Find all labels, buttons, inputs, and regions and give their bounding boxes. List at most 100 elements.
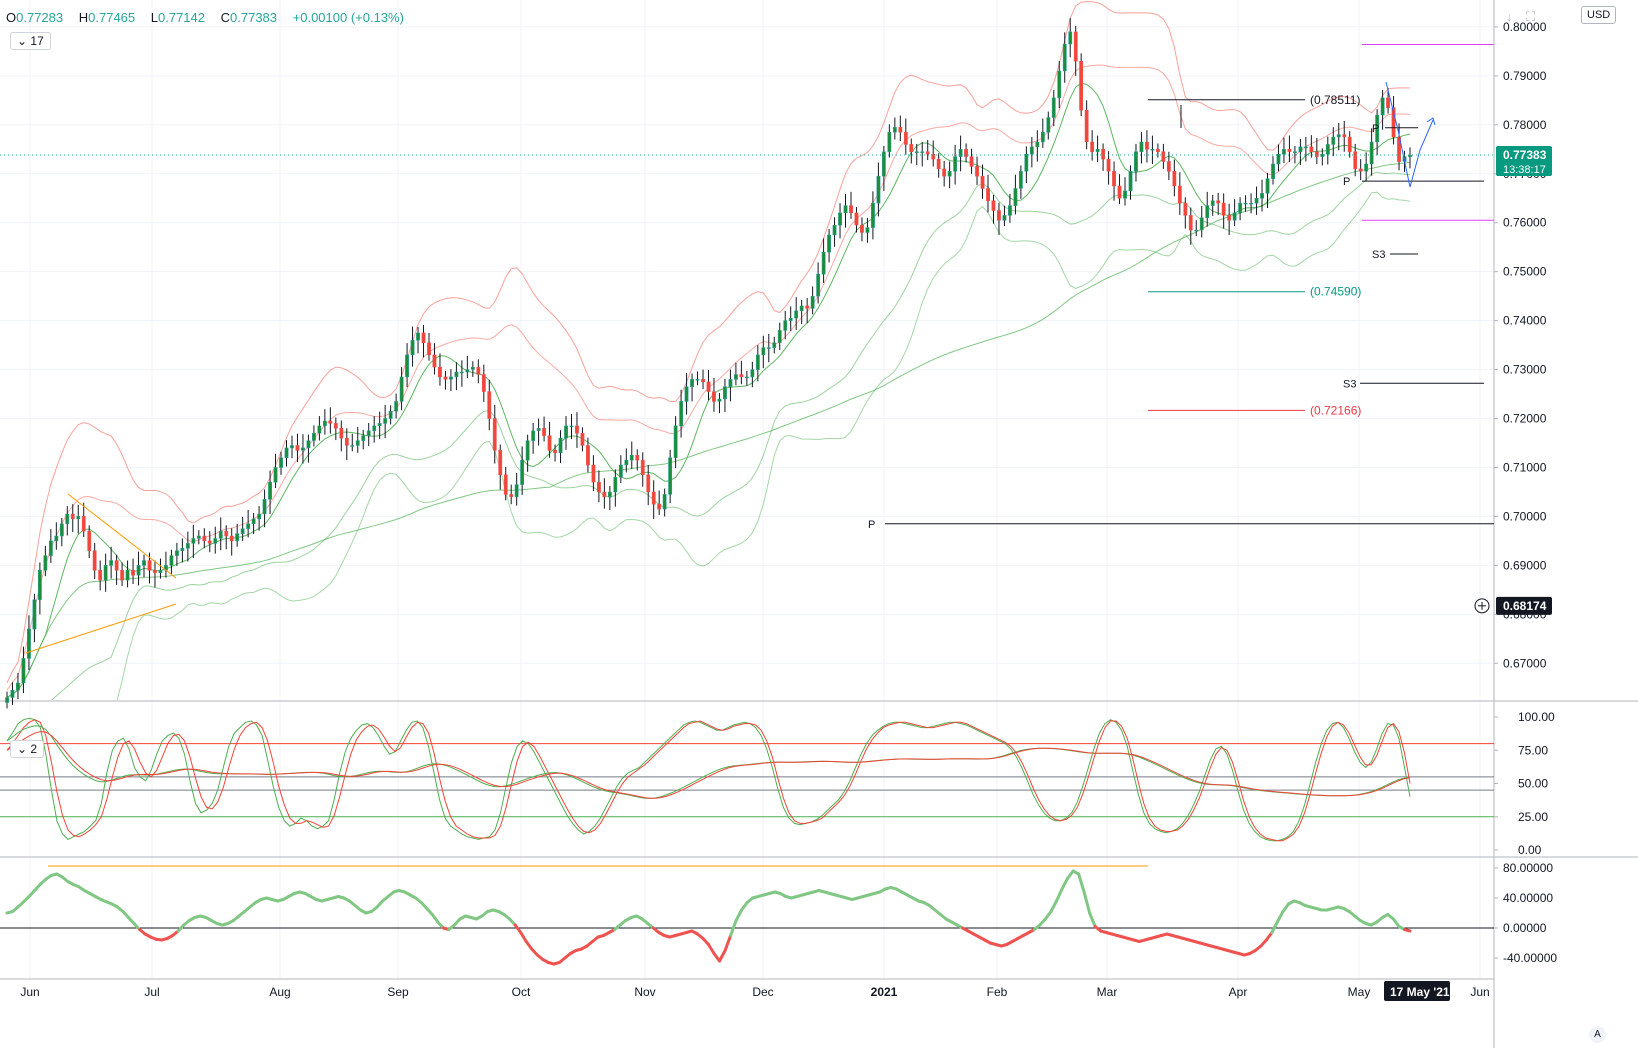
x-tick-label: Dec bbox=[752, 985, 773, 999]
candle-body bbox=[153, 570, 157, 573]
candle-body bbox=[1249, 202, 1253, 205]
candle-body bbox=[876, 175, 881, 204]
high-label: H bbox=[78, 10, 89, 25]
candle-body bbox=[903, 131, 908, 145]
candle-body bbox=[1227, 215, 1232, 221]
moving-average-slow bbox=[6, 161, 1411, 699]
candle-body bbox=[1408, 154, 1412, 157]
candle-body bbox=[569, 425, 574, 428]
momentum-segment bbox=[1082, 890, 1092, 915]
candle-body bbox=[997, 210, 1001, 221]
candle-body bbox=[262, 499, 267, 515]
candle-body bbox=[558, 437, 563, 454]
auto-scale-button[interactable]: A bbox=[1589, 1026, 1606, 1043]
x-tick-label: Sep bbox=[387, 985, 409, 999]
oscillator-toggle[interactable]: ⌄ 2 bbox=[10, 740, 45, 758]
candle-body bbox=[427, 342, 431, 356]
candle-body bbox=[821, 251, 826, 275]
candle-body bbox=[1068, 31, 1073, 45]
y-tick-label: 0.73000 bbox=[1503, 363, 1547, 377]
low-value: 0.77142 bbox=[158, 10, 205, 25]
candle-body bbox=[229, 535, 234, 542]
candle-body bbox=[98, 570, 103, 581]
candle-body bbox=[794, 310, 799, 319]
indicators-toggle[interactable]: ⌄ 17 bbox=[10, 32, 51, 50]
momentum-tick-label: -40.00000 bbox=[1503, 951, 1557, 965]
candle-body bbox=[5, 697, 9, 703]
candle-body bbox=[914, 151, 919, 153]
candle-body bbox=[514, 484, 519, 498]
candle-body bbox=[783, 320, 788, 331]
candle-body bbox=[1380, 97, 1385, 116]
momentum-tick-label: 80.00000 bbox=[1503, 861, 1553, 875]
candle-body bbox=[21, 658, 26, 684]
momentum-segment bbox=[1270, 920, 1279, 934]
candle-body bbox=[1364, 163, 1369, 172]
candle-body bbox=[344, 437, 349, 446]
candle-body bbox=[942, 168, 947, 177]
candle-body bbox=[1232, 212, 1237, 221]
candle-body bbox=[964, 149, 968, 157]
candle-body bbox=[1254, 198, 1259, 204]
pivot-label: P bbox=[1372, 123, 1379, 135]
candle-body bbox=[838, 212, 842, 226]
candle-body bbox=[799, 305, 804, 312]
candle-body bbox=[1166, 161, 1171, 172]
stochastic-slow-red bbox=[6, 731, 1411, 799]
candle-body bbox=[92, 550, 97, 571]
candle-body bbox=[618, 464, 623, 478]
candle-body bbox=[27, 628, 31, 659]
candle-body bbox=[1051, 97, 1056, 118]
candle-body bbox=[1046, 117, 1051, 133]
candle-body bbox=[503, 474, 508, 495]
candle-body bbox=[635, 454, 640, 461]
candle-body bbox=[81, 516, 86, 532]
maximize-icon[interactable]: ⛶ bbox=[1526, 9, 1536, 24]
current-date-badge-bg bbox=[1384, 981, 1450, 1001]
arrow-down-icon[interactable]: ↓ bbox=[1506, 9, 1513, 24]
candle-body bbox=[399, 376, 404, 402]
currency-button[interactable]: USD bbox=[1581, 6, 1617, 24]
bollinger-band-inner-lower bbox=[51, 171, 1411, 700]
candle-body bbox=[1205, 205, 1210, 219]
candle-body bbox=[1018, 171, 1023, 189]
x-tick-label: Jul bbox=[144, 985, 159, 999]
candle-body bbox=[498, 450, 503, 476]
candle-body bbox=[465, 369, 470, 373]
x-tick-label: Nov bbox=[634, 985, 655, 999]
momentum-segment bbox=[1264, 931, 1274, 942]
candle-body bbox=[405, 354, 409, 378]
candle-body bbox=[920, 151, 925, 153]
candle-body bbox=[827, 234, 831, 253]
candle-body bbox=[772, 342, 777, 348]
x-tick-label: Jun bbox=[20, 985, 39, 999]
momentum-segment bbox=[1281, 902, 1290, 913]
candle-body bbox=[306, 440, 311, 449]
candle-body bbox=[43, 555, 48, 571]
candle-body bbox=[750, 369, 755, 378]
candle-body bbox=[1101, 149, 1106, 160]
oscillator-tick-label: 100.00 bbox=[1518, 710, 1555, 724]
candle-body bbox=[1172, 171, 1177, 187]
candle-body bbox=[586, 445, 590, 466]
candle-body bbox=[317, 425, 322, 434]
y-tick-label: 0.79000 bbox=[1503, 69, 1547, 83]
candle-body bbox=[65, 513, 70, 525]
candle-body bbox=[898, 127, 903, 133]
candle-body bbox=[640, 459, 645, 476]
close-label: C bbox=[220, 10, 231, 25]
support-label: S3 bbox=[1343, 378, 1356, 390]
candle-body bbox=[564, 425, 568, 439]
candle-body bbox=[59, 523, 64, 537]
candle-body bbox=[947, 171, 952, 177]
y-tick-label: 0.72000 bbox=[1503, 412, 1547, 426]
candle-body bbox=[734, 374, 738, 380]
candle-body bbox=[1243, 202, 1248, 205]
candle-body bbox=[712, 391, 716, 402]
stochastic-slow-green bbox=[6, 725, 1411, 799]
crosshair-price-badge: 0.68174 bbox=[1474, 596, 1552, 615]
candle-body bbox=[185, 543, 190, 549]
candle-body bbox=[218, 530, 223, 539]
candle-body bbox=[1325, 144, 1330, 155]
